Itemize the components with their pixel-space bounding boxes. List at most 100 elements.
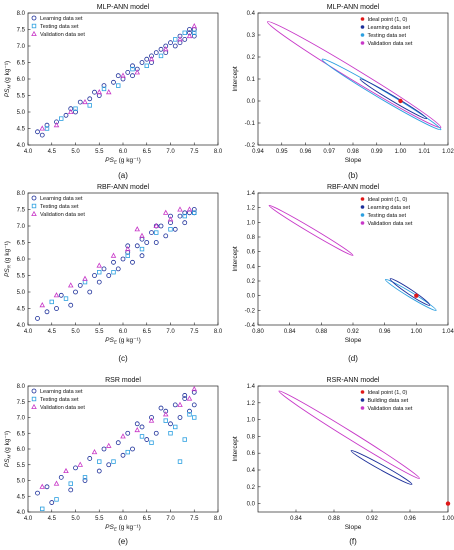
data-point [59, 116, 64, 121]
y-tick-label: 0.4 [247, 11, 256, 17]
legend-marker [31, 15, 37, 21]
ideal-point [414, 293, 419, 298]
legend-marker [31, 403, 37, 410]
data-point [39, 483, 46, 489]
x-tick-label: 8.0 [214, 516, 223, 522]
y-tick-label: -0.1 [245, 121, 256, 127]
y-tick-label: 7.0 [17, 224, 26, 230]
y-tick-label: 0.8 [247, 434, 256, 440]
data-point [158, 53, 164, 59]
data-point [149, 53, 154, 59]
data-point [163, 233, 169, 239]
data-point [63, 296, 69, 301]
confidence-ellipse [267, 21, 442, 129]
y-tick-label: 6.0 [17, 447, 26, 453]
y-tick-label: 1.4 [247, 384, 256, 390]
data-point [125, 70, 131, 75]
data-point [162, 209, 169, 215]
x-tick-label: 7.0 [166, 516, 175, 522]
chart-panel-b: MLP-ANN model 0.94 0.95 0.96 0.97 0.98 0.99 1.0… [232, 4, 454, 180]
chart-title: RSR model [105, 377, 141, 384]
data-point [105, 442, 112, 448]
confidence-ellipse [321, 58, 442, 131]
legend-label: Ideal point (1, 0) [368, 197, 408, 203]
data-point [77, 282, 83, 288]
data-point [144, 56, 150, 62]
x-tick-label: 8.0 [214, 329, 223, 335]
data-point [191, 33, 197, 39]
legend-label: Testing data set [368, 213, 407, 219]
y-tick-label: 6.0 [17, 257, 26, 263]
data-point [125, 253, 130, 258]
legend-label: Validation data set [40, 32, 85, 38]
data-point [115, 440, 121, 446]
data-point [87, 103, 92, 108]
data-point [139, 60, 145, 65]
data-point [177, 415, 183, 420]
data-point [63, 467, 69, 474]
x-tick-label: 5.0 [71, 329, 80, 335]
data-point [149, 230, 154, 236]
data-point [187, 30, 192, 36]
y-tick-label: 5.0 [17, 290, 26, 296]
data-point [73, 106, 78, 111]
data-point [153, 50, 159, 55]
y-axis-label: Intercept [232, 66, 239, 91]
data-point [130, 259, 135, 265]
x-tick-label: 7.0 [166, 149, 175, 155]
data-point [67, 108, 74, 114]
x-tick-label: 1.00 [442, 516, 454, 522]
data-point [134, 66, 140, 72]
confidence-ellipse [350, 450, 413, 485]
ideal-point [445, 501, 451, 506]
x-tick-label: 0.94 [252, 149, 264, 155]
data-point [154, 230, 159, 235]
legend-marker [360, 221, 365, 225]
chart-panel-c: RBF-ANN model 4.0 4.5 5.0 5.5 6.0 6.5 7.0 7.5 8.0… [4, 184, 223, 363]
data-point [125, 430, 131, 436]
data-point [168, 421, 173, 427]
legend-marker [31, 396, 37, 402]
data-point [111, 259, 116, 265]
data-point [97, 269, 102, 275]
x-tick-label: 4.5 [48, 329, 57, 335]
legend-label: Learning data set [40, 389, 83, 395]
data-point [53, 480, 60, 486]
y-tick-label: 5.0 [17, 479, 26, 485]
data-point [92, 89, 97, 95]
data-point [177, 213, 183, 219]
data-point [172, 226, 178, 232]
data-point [40, 506, 45, 512]
data-point [44, 122, 50, 128]
data-point [101, 86, 107, 92]
y-tick-label: 8.0 [17, 191, 26, 197]
x-tick-label: 7.5 [190, 329, 199, 335]
data-point [87, 96, 93, 102]
legend-marker [360, 197, 365, 201]
y-axis-label: PSM (g kg⁻¹) [4, 61, 12, 97]
y-tick-label: 6.0 [17, 77, 26, 83]
x-tick-label: 5.5 [95, 149, 104, 155]
data-point [54, 119, 59, 125]
data-point [172, 402, 178, 408]
x-tick-label: 6.5 [143, 329, 152, 335]
legend-label: Validation data set [368, 221, 413, 227]
data-point [58, 474, 64, 480]
x-tick-label: 0.80 [252, 329, 264, 335]
data-point [124, 245, 131, 252]
x-tick-label: 8.0 [214, 149, 223, 155]
data-point [182, 393, 188, 398]
data-point [120, 72, 126, 78]
data-point [144, 437, 150, 442]
panel-label: (d) [348, 354, 358, 363]
y-tick-label: 4.5 [17, 307, 26, 313]
legend-label: Validation data set [40, 212, 85, 218]
data-point [182, 30, 187, 35]
data-point [73, 109, 78, 115]
data-point [191, 389, 197, 395]
data-point [163, 43, 169, 49]
panel-label: (a) [118, 171, 128, 180]
y-tick-label: 7.5 [17, 208, 26, 214]
y-tick-label: 4.0 [17, 323, 26, 329]
